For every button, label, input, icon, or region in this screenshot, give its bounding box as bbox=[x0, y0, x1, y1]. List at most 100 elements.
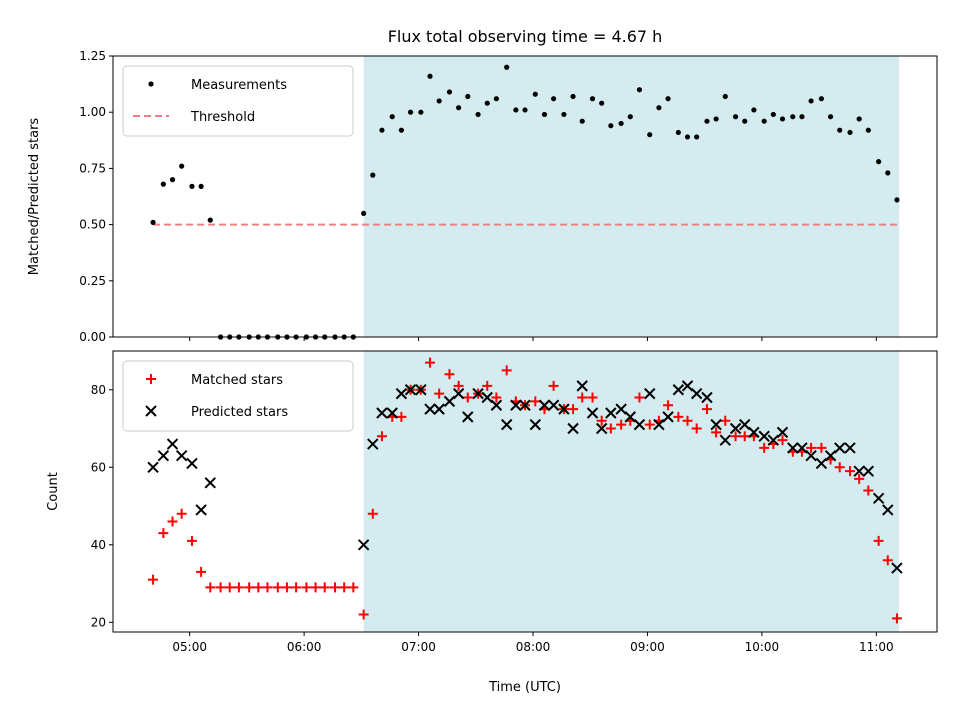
top-point bbox=[160, 181, 166, 187]
top-point bbox=[189, 183, 195, 189]
top-point bbox=[761, 118, 767, 124]
top-point bbox=[570, 93, 576, 100]
top-point bbox=[704, 118, 710, 124]
bottom-point bbox=[758, 430, 770, 442]
bottom-point bbox=[730, 431, 741, 442]
top-point bbox=[198, 183, 204, 189]
top-point bbox=[636, 87, 643, 93]
bottom-point bbox=[776, 426, 789, 439]
bottom-point bbox=[681, 380, 694, 392]
top-point bbox=[694, 134, 700, 140]
bottom-point bbox=[577, 392, 588, 403]
top-y-tick-label: 0.75 bbox=[79, 161, 106, 175]
top-point bbox=[894, 197, 900, 203]
top-legend-label: Measurements bbox=[191, 78, 287, 93]
top-point bbox=[475, 111, 481, 118]
bottom-point bbox=[568, 404, 579, 415]
bottom-point bbox=[425, 357, 436, 368]
bottom-x-tick-label: 09:00 bbox=[630, 640, 665, 654]
bottom-point bbox=[367, 438, 379, 450]
bottom-point bbox=[357, 539, 370, 551]
bottom-point bbox=[834, 442, 846, 454]
bottom-point bbox=[281, 582, 292, 593]
bottom-point bbox=[176, 508, 187, 519]
bottom-point bbox=[547, 399, 560, 411]
top-point bbox=[627, 114, 633, 120]
top-legend-label: Threshold bbox=[190, 110, 255, 125]
top-legend-box bbox=[122, 65, 354, 137]
bottom-point bbox=[472, 387, 484, 400]
top-point bbox=[770, 111, 776, 118]
top-point bbox=[837, 127, 843, 133]
top-point bbox=[446, 89, 453, 95]
bottom-point bbox=[500, 418, 513, 431]
bottom-point bbox=[548, 380, 559, 391]
bottom-point bbox=[530, 396, 541, 407]
top-legend: Measurements Threshold bbox=[122, 65, 354, 137]
top-point bbox=[389, 114, 395, 120]
bottom-point bbox=[653, 418, 665, 431]
top-panel: 0.00 0.25 0.50 0.75 1.00 1.25 Matched/Predicte… bbox=[27, 49, 938, 344]
bottom-point bbox=[767, 434, 780, 446]
bottom-point bbox=[739, 431, 750, 442]
top-point bbox=[522, 107, 528, 113]
bottom-x-tick-label: 10:00 bbox=[745, 640, 780, 654]
bottom-point bbox=[729, 422, 742, 435]
bottom-point bbox=[538, 399, 551, 411]
bottom-point bbox=[806, 442, 817, 453]
top-point bbox=[713, 116, 719, 122]
bottom-point bbox=[319, 582, 330, 593]
bottom-point bbox=[815, 457, 828, 470]
top-point bbox=[370, 172, 376, 178]
bottom-panel: 20 40 60 80 05:00 06:00 07:00 08:00 09:00 10:00 11… bbox=[46, 350, 938, 695]
bottom-point bbox=[434, 388, 445, 399]
top-point bbox=[504, 64, 510, 70]
top-point bbox=[876, 159, 882, 165]
bottom-point bbox=[662, 411, 674, 423]
bottom-y-axis-label: Count bbox=[46, 472, 61, 511]
top-point bbox=[436, 98, 442, 104]
bottom-point bbox=[567, 422, 579, 435]
bottom-point bbox=[844, 442, 856, 454]
top-point bbox=[179, 163, 185, 169]
top-point bbox=[551, 96, 557, 102]
top-point bbox=[818, 96, 825, 102]
bottom-series-predicted-stars bbox=[147, 380, 903, 574]
top-point bbox=[169, 177, 176, 183]
top-point bbox=[407, 109, 414, 115]
bottom-point bbox=[510, 399, 522, 411]
bottom-point bbox=[376, 407, 388, 419]
bottom-point bbox=[404, 384, 417, 396]
bottom-point bbox=[205, 582, 216, 593]
bottom-point bbox=[882, 555, 893, 566]
top-y-tick-label: 1.25 bbox=[79, 49, 106, 63]
bottom-point bbox=[873, 535, 884, 546]
top-y-tick-label: 0.25 bbox=[79, 274, 106, 288]
top-point bbox=[865, 127, 871, 133]
bottom-point bbox=[624, 411, 636, 423]
top-point bbox=[513, 107, 519, 113]
bottom-point bbox=[672, 384, 685, 396]
bottom-point bbox=[682, 415, 693, 426]
top-y-axis-label: Matched/Predicted stars bbox=[27, 118, 42, 276]
bottom-point bbox=[348, 582, 359, 593]
bottom-legend-label: Matched stars bbox=[191, 373, 283, 388]
bottom-point bbox=[395, 387, 408, 400]
bottom-point bbox=[691, 423, 702, 434]
bottom-point bbox=[262, 582, 273, 593]
bottom-point bbox=[845, 466, 856, 477]
bottom-point bbox=[444, 369, 455, 380]
bottom-point bbox=[777, 435, 788, 446]
bottom-point bbox=[501, 365, 512, 376]
bottom-point bbox=[367, 508, 378, 519]
top-point bbox=[684, 134, 691, 140]
bottom-point bbox=[862, 465, 875, 477]
top-legend-marker bbox=[148, 81, 154, 87]
bottom-point bbox=[587, 392, 598, 403]
top-point bbox=[856, 116, 862, 122]
top-point bbox=[484, 100, 490, 106]
bottom-point bbox=[605, 423, 616, 434]
top-point bbox=[618, 120, 624, 127]
bottom-point bbox=[605, 407, 617, 419]
top-point bbox=[847, 129, 853, 136]
